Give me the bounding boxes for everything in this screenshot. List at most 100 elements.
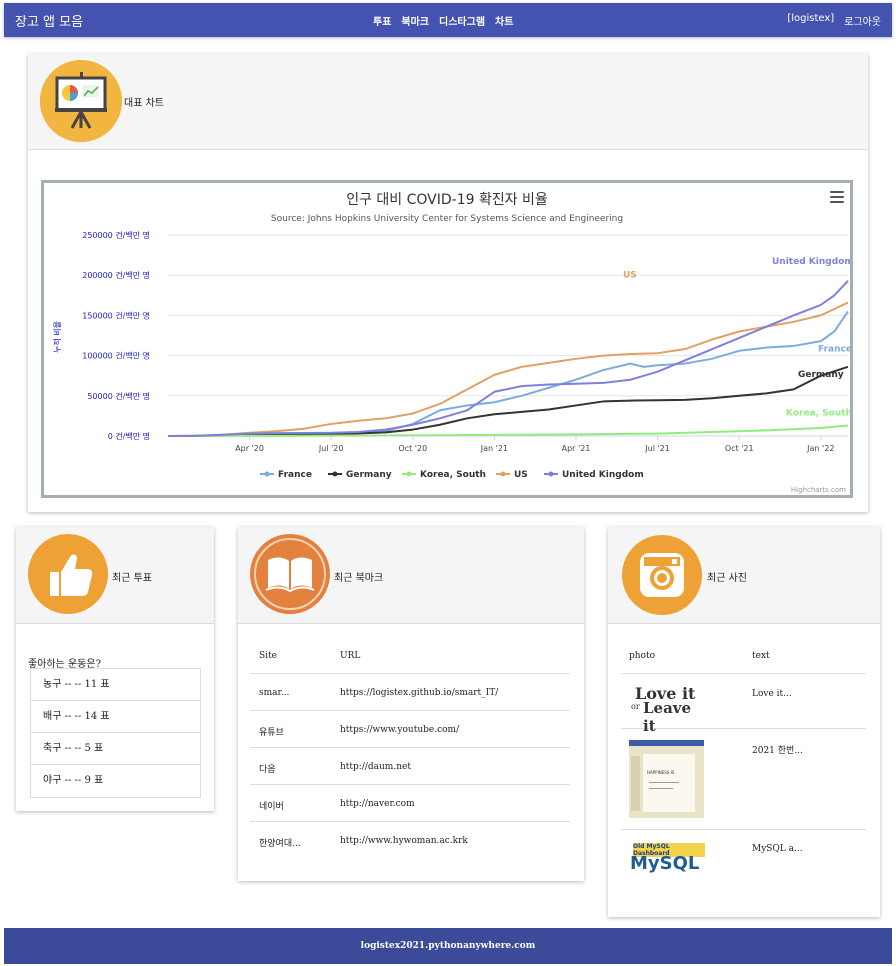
photo-thumbnail-notebook[interactable]: HAPPINESS IS (629, 740, 704, 818)
navbar: 장고 앱 모음 투표 북마크 디스타그램 차트 [logistex] 로그아웃 (4, 3, 892, 37)
camera-icon (622, 535, 702, 615)
covid-line-chart: 0 건/백만 명 50000 건/백만 명 100000 건/백만 명 150000 … (52, 230, 850, 480)
table-row[interactable]: 한양여대... http://www.hywoman.ac.krk (250, 822, 570, 862)
chart-title: 인구 대비 COVID-19 확진자 비율 (346, 192, 548, 208)
chart-card-header (28, 54, 868, 150)
bookmark-site[interactable]: 유튜브 (259, 728, 284, 738)
series-end-label: France (818, 344, 850, 354)
photo-table: photo text Love it or Leave it Love it..… (621, 647, 866, 886)
y-tick-label: 100000 건/백만 명 (82, 351, 150, 361)
nav-link-bookmark[interactable]: 북마크 (401, 17, 430, 28)
bookmark-site[interactable]: 다음 (259, 765, 276, 775)
y-tick-label: 0 건/백만 명 (108, 431, 150, 441)
photo-card-title: 최근 사진 (707, 573, 747, 584)
poll-question[interactable]: 좋아하는 운동은? (28, 659, 101, 670)
chart-container: 0 건/백만 명 50000 건/백만 명 100000 건/백만 명 150000 … (41, 180, 853, 498)
column-header-site: Site (259, 651, 277, 661)
footer-text[interactable]: logistex2021.pythonanywhere.com (360, 941, 536, 951)
series-line-germany (167, 365, 849, 437)
x-tick-label: Jul '21 (644, 444, 670, 453)
x-tick-label: Apr '21 (562, 444, 591, 453)
table-row[interactable]: 네이버 http://naver.com (250, 785, 570, 822)
chart-credits[interactable]: Highcharts.com (790, 486, 846, 494)
photo-thumbnail-love-it[interactable]: Love it or Leave it (631, 684, 707, 735)
chart-subtitle: Source: Johns Hopkins University Center … (270, 214, 624, 224)
legend-marker (332, 471, 338, 477)
nav-links: 투표 북마크 디스타그램 차트 (373, 13, 513, 28)
poll-choice[interactable]: 야구 -- -- 9 표 (43, 775, 104, 786)
y-tick-label: 150000 건/백만 명 (82, 310, 150, 320)
thumbs-up-icon (28, 534, 108, 614)
series-end-label: Korea, South (786, 409, 850, 419)
nav-user-area: [logistex] 로그아웃 (787, 13, 881, 28)
table-row[interactable]: HAPPINESS IS 2021 한번... (621, 729, 866, 830)
column-header-photo: photo (629, 651, 656, 661)
y-tick-label: 50000 건/백만 명 (87, 391, 150, 401)
notebook-sidebar (631, 756, 640, 811)
x-tick-label: Jan '21 (480, 444, 508, 453)
table-header: Site URL (250, 647, 570, 674)
bookmark-site[interactable]: smar... (259, 688, 290, 698)
x-tick-label: Oct '20 (398, 444, 427, 453)
brand-title[interactable]: 장고 앱 모음 (15, 15, 84, 30)
username-link[interactable]: [logistex] (787, 13, 835, 24)
chart-card: 대표 차트 0 건/백만 명 50000 건/백만 명 100000 건/백만 명 1… (28, 54, 868, 512)
poll-choice[interactable]: 농구 -- -- 11 표 (31, 669, 200, 701)
series-line-united-kingdom (167, 280, 849, 437)
nav-link-chart[interactable]: 차트 (495, 17, 514, 28)
table-row[interactable]: smar... https://logistex.github.io/smart… (250, 674, 570, 711)
table-row[interactable]: Old MySQL Dashboard MySQL MySQL a... (621, 830, 866, 886)
logout-link[interactable]: 로그아웃 (844, 17, 881, 28)
photo-caption[interactable]: Love it... (752, 689, 792, 699)
nav-link-poll[interactable]: 투표 (373, 17, 392, 28)
photo-caption[interactable]: MySQL a... (752, 844, 803, 854)
chart-menu-icon[interactable] (830, 191, 844, 203)
y-tick-label: 250000 건/백만 명 (82, 230, 150, 240)
legend-item: US (514, 470, 528, 480)
footer: logistex2021.pythonanywhere.com (4, 928, 892, 964)
series-line-us (167, 301, 849, 437)
x-tick-label: Jul '20 (318, 444, 344, 453)
bookmark-url[interactable]: https://www.youtube.com/ (340, 725, 460, 735)
poll-card-title: 최근 투표 (112, 573, 152, 584)
table-header: photo text (621, 647, 866, 674)
photo-card: 최근 사진 photo text Love it or Leave it Lov… (608, 527, 880, 917)
series-end-label: US (623, 271, 637, 281)
y-tick-label: 200000 건/백만 명 (82, 270, 150, 280)
legend-item: Germany (346, 470, 392, 480)
table-row[interactable]: 다음 http://daum.net (250, 748, 570, 785)
legend-marker (548, 471, 554, 477)
poll-choice[interactable]: 축구 -- -- 5 표 (31, 733, 200, 765)
legend-marker (264, 471, 270, 477)
notebook-line (649, 788, 673, 789)
x-tick-label: Apr '20 (235, 444, 264, 453)
bookmark-url[interactable]: http://www.hywoman.ac.krk (340, 836, 468, 846)
bookmark-site[interactable]: 네이버 (259, 802, 284, 812)
column-header-text: text (752, 651, 770, 661)
x-tick-label: Jan '22 (806, 444, 834, 453)
photo-caption[interactable]: 2021 한번... (752, 746, 803, 756)
series-end-label: United Kingdom (772, 257, 850, 267)
table-row[interactable]: Love it or Leave it Love it... (621, 674, 866, 735)
legend-marker (406, 471, 412, 477)
table-row[interactable]: 유튜브 https://www.youtube.com/ (250, 711, 570, 748)
poll-card: 최근 투표 좋아하는 운동은? 농구 -- -- 11 표 배구 -- -- 1… (16, 527, 214, 811)
bookmark-card-title: 최근 북마크 (334, 573, 384, 584)
photo-thumbnail-mysql[interactable]: Old MySQL Dashboard MySQL (629, 841, 705, 883)
column-header-url: URL (340, 651, 361, 661)
notebook-page (643, 754, 695, 812)
book-icon (250, 534, 330, 614)
poll-choice-list: 농구 -- -- 11 표 배구 -- -- 14 표 축구 -- -- 5 표… (30, 668, 201, 798)
bookmark-site[interactable]: 한양여대... (259, 839, 301, 849)
series-line-korea-south (167, 424, 849, 437)
y-axis-label: 누적 비율 (52, 321, 62, 353)
bookmark-url[interactable]: http://daum.net (340, 762, 411, 772)
notebook-line (649, 782, 679, 783)
presentation-icon (40, 60, 122, 142)
nav-link-distagram[interactable]: 디스타그램 (439, 17, 486, 28)
bookmark-card: 최근 북마크 Site URL smar... https://logistex… (238, 527, 584, 881)
bookmark-url[interactable]: http://naver.com (340, 799, 415, 809)
poll-choice[interactable]: 배구 -- -- 14 표 (31, 701, 200, 733)
legend-item: United Kingdom (562, 470, 644, 480)
bookmark-url[interactable]: https://logistex.github.io/smart_IT/ (340, 688, 499, 698)
